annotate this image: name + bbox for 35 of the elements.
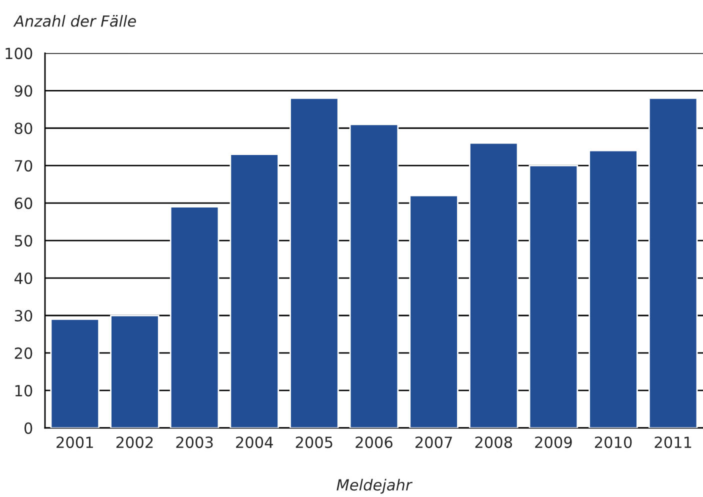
x-axis-title: Meldejahr [336,478,413,494]
y-tick-label: 90 [14,85,32,97]
x-tick-label: 2002 [116,436,153,448]
bar [349,124,399,428]
x-tick-label: 2007 [415,436,452,448]
x-tick-label: 2004 [236,436,273,448]
bar [648,97,698,428]
bar [469,142,518,428]
y-tick-label: 20 [14,347,32,359]
x-tick-label: 2001 [56,436,93,448]
y-tick-label: 80 [14,122,32,134]
y-tick-label: 30 [14,310,32,322]
bar [230,154,279,428]
y-tick-label: 60 [14,198,32,210]
bar [50,318,100,428]
bar [528,164,578,428]
x-tick-label: 2011 [654,436,692,448]
bar [110,314,160,428]
x-tick-label: 2005 [296,436,332,448]
x-tick-label: 2010 [594,436,632,448]
y-tick-label: 70 [15,160,32,172]
y-tick-label: 10 [15,384,32,396]
bar [409,194,458,428]
x-tick-label: 2006 [356,436,392,448]
x-tick-label: 2003 [176,436,213,448]
bar [588,150,638,428]
x-tick-label: 2009 [535,436,572,448]
bar [290,97,339,428]
x-tick-label: 2008 [475,436,512,448]
y-tick-label: 50 [14,235,32,247]
y-tick-label: 100 [6,48,32,60]
bar [170,206,220,428]
y-tick-label: 0 [24,422,32,434]
y-axis-title: Anzahl der Fälle [13,14,136,27]
y-tick-label: 40 [14,272,32,284]
